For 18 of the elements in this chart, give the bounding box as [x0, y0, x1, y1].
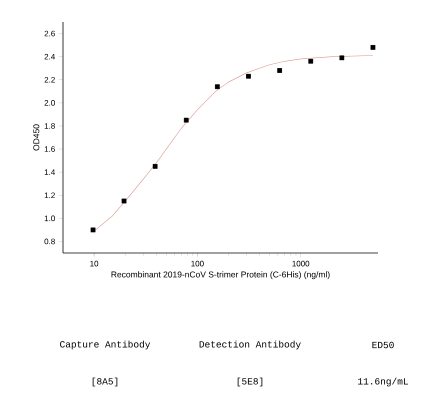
point [152, 164, 158, 169]
point [184, 118, 189, 123]
point [339, 55, 344, 60]
point [122, 198, 126, 204]
point [277, 68, 282, 73]
point [214, 84, 220, 90]
point [90, 228, 96, 232]
y-axis-title: OD450 [33, 124, 40, 151]
text: [8A5] [92, 378, 118, 386]
text: Detection Antibody [200, 340, 301, 350]
text: ED50 [372, 342, 394, 348]
text: [5E8] [238, 378, 262, 386]
point [370, 45, 376, 50]
point [246, 74, 251, 79]
point [308, 58, 314, 64]
x-axis-title: Recombinant 2019-nCoV S-trimer Protein (C-6His) (ng/ml) [112, 271, 330, 280]
text: Capture Antibody [60, 340, 150, 350]
text: 11.6ng/mL [358, 378, 408, 386]
